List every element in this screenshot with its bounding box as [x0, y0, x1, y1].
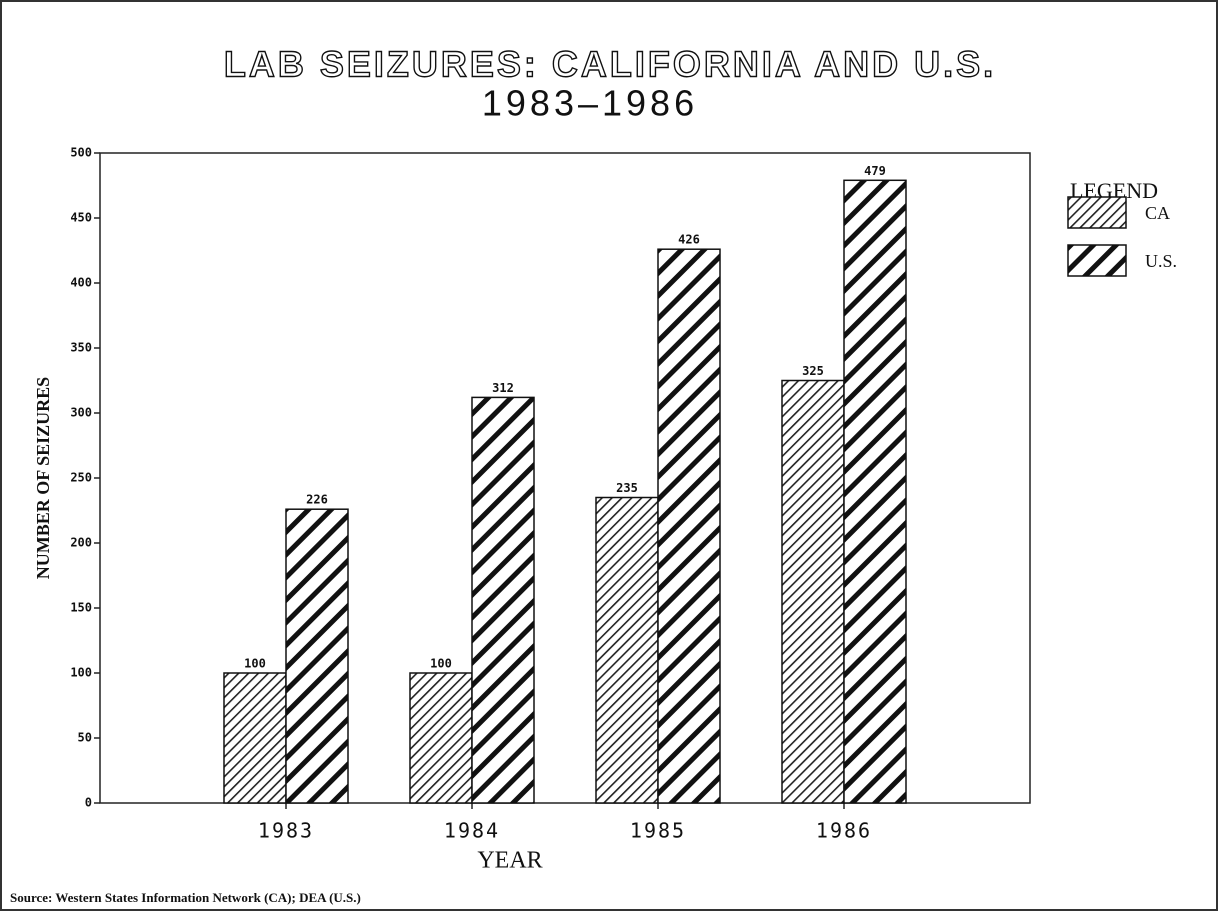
y-tick-label: 250 [70, 471, 92, 485]
chart-title: LAB SEIZURES: CALIFORNIA AND U.S. [224, 44, 996, 85]
y-tick-label: 350 [70, 341, 92, 355]
y-tick-label: 200 [70, 536, 92, 550]
y-tick-label: 100 [70, 666, 92, 680]
value-label: 100 [430, 657, 452, 671]
value-label: 479 [864, 164, 886, 178]
x-tick-label: 1986 [816, 819, 872, 843]
bar [223, 672, 287, 804]
legend-label: U.S. [1145, 251, 1177, 271]
value-label: 235 [616, 481, 638, 495]
legend-label: CA [1145, 203, 1170, 223]
y-tick-label: 50 [78, 731, 92, 745]
y-tick-label: 450 [70, 211, 92, 225]
x-axis-label: YEAR [477, 848, 542, 874]
value-label: 226 [306, 493, 328, 507]
value-label: 100 [244, 657, 266, 671]
bar [657, 248, 721, 804]
y-tick-label: 0 [85, 796, 92, 810]
chart-subtitle: 1983–1986 [482, 83, 698, 124]
source-note: Source: Western States Information Netwo… [10, 890, 361, 905]
y-tick-label: 400 [70, 276, 92, 290]
value-label: 426 [678, 233, 700, 247]
y-tick-label: 500 [70, 146, 92, 160]
bar [409, 672, 473, 804]
value-label: 325 [802, 364, 824, 378]
bar [595, 496, 659, 804]
legend-swatch [1067, 244, 1127, 277]
bar [471, 396, 535, 804]
y-tick-label: 150 [70, 601, 92, 615]
y-axis-label: NUMBER OF SEIZURES [33, 377, 53, 579]
bar [285, 508, 349, 804]
legend-swatch [1067, 196, 1127, 229]
bar [843, 179, 907, 804]
x-tick-label: 1983 [258, 819, 314, 843]
y-tick-label: 300 [70, 406, 92, 420]
value-label: 312 [492, 381, 514, 395]
bar [781, 379, 845, 804]
x-tick-label: 1984 [444, 819, 500, 843]
x-tick-label: 1985 [630, 819, 686, 843]
